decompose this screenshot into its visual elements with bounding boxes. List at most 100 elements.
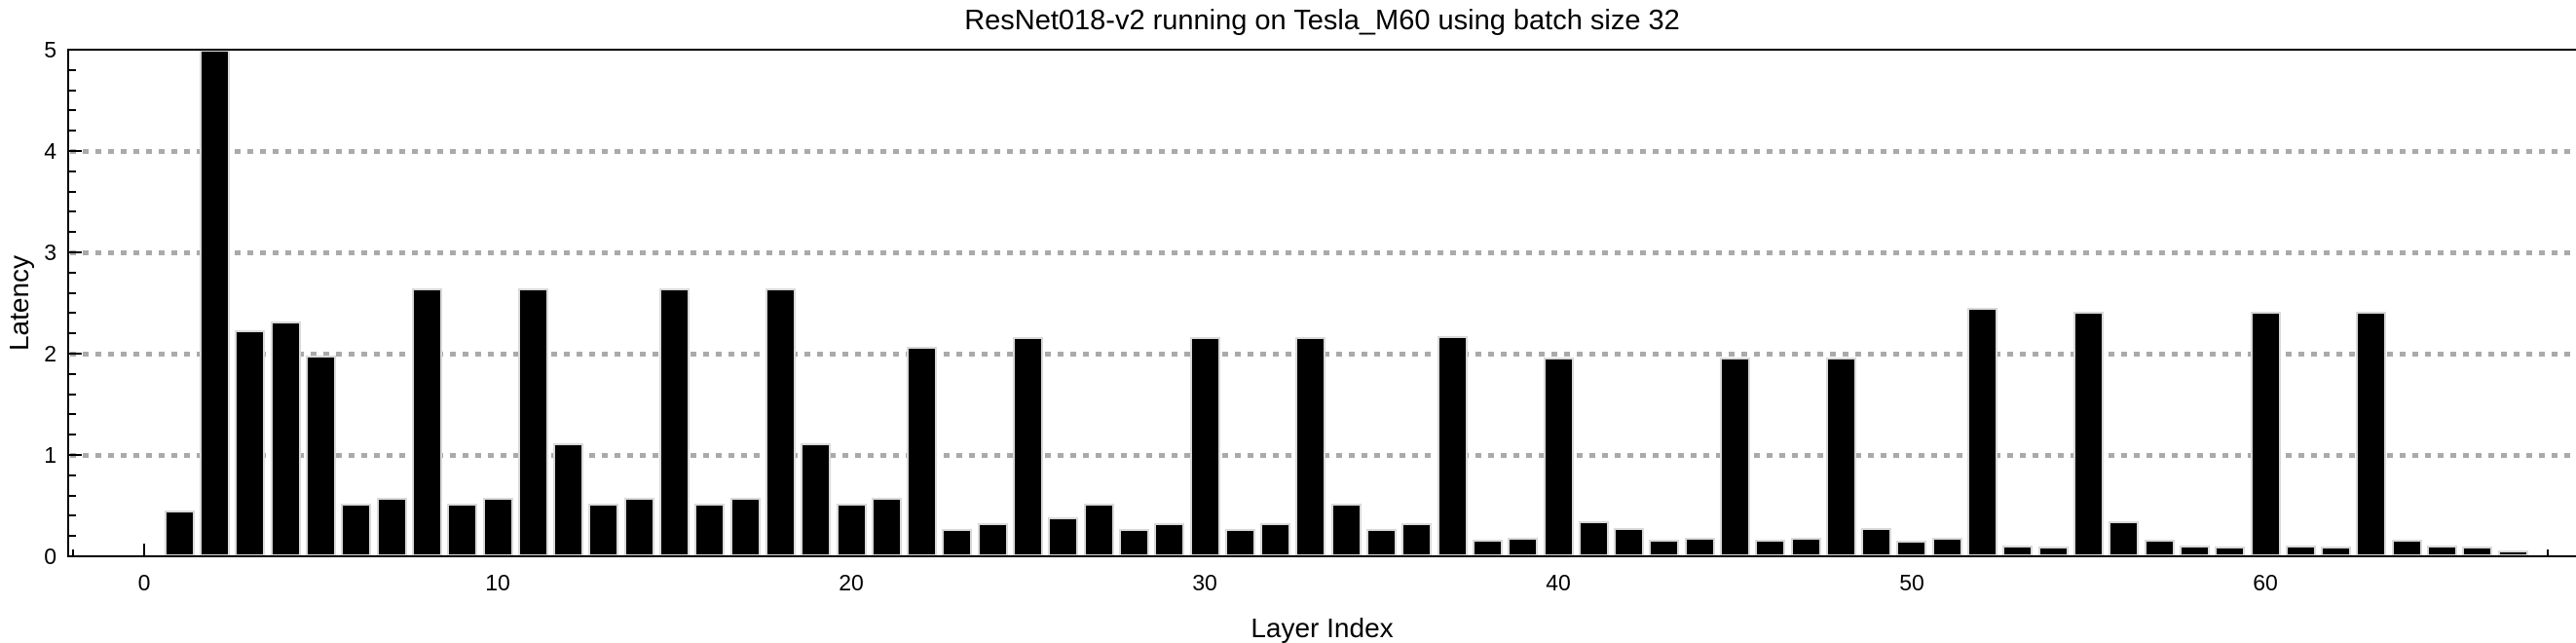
- y-minor-tick: [69, 393, 76, 396]
- y-minor-tick: [69, 332, 76, 335]
- bar-layer-60: [2251, 312, 2281, 556]
- bar-layer-6: [341, 504, 371, 556]
- bar-layer-25: [1013, 337, 1043, 556]
- bar-layer-17: [730, 498, 761, 556]
- y-tick-label-0: 0: [44, 544, 56, 569]
- y-minor-tick: [69, 89, 76, 92]
- y-tick-label-1: 1: [44, 442, 56, 468]
- y-minor-tick: [69, 210, 76, 213]
- bar-layer-27: [1084, 504, 1114, 556]
- bar-layer-52: [1967, 308, 1997, 556]
- plot-frame-left: [67, 49, 69, 557]
- y-minor-tick: [69, 494, 76, 497]
- bar-layer-31: [1225, 529, 1255, 556]
- x-tick-label-20: 20: [839, 570, 864, 595]
- bar-layer-23: [942, 529, 972, 556]
- bar-layer-37: [1437, 336, 1468, 556]
- chart-title: ResNet018-v2 running on Tesla_M60 using …: [964, 5, 1680, 36]
- y-minor-tick: [69, 434, 76, 436]
- bar-layer-12: [553, 443, 583, 556]
- bar-layer-21: [872, 498, 902, 556]
- bar-layer-48: [1826, 358, 1856, 556]
- bar-layer-43: [1649, 540, 1679, 556]
- y-minor-tick: [69, 473, 76, 476]
- y-tick-label-3: 3: [44, 240, 56, 265]
- x-tick-label-40: 40: [1546, 570, 1571, 595]
- bar-layer-16: [694, 504, 725, 556]
- bar-layer-64: [2392, 540, 2422, 556]
- bar-layer-20: [837, 504, 867, 556]
- bar-layer-22: [907, 347, 937, 556]
- bar-layer-2: [200, 50, 230, 556]
- bar-layer-44: [1685, 538, 1715, 556]
- bar-layer-36: [1401, 523, 1432, 556]
- bar-layer-13: [588, 504, 618, 556]
- bar-layer-8: [412, 288, 442, 556]
- bar-layer-47: [1791, 538, 1821, 556]
- bar-layer-57: [2145, 540, 2175, 556]
- plot-frame-top: [67, 49, 2576, 51]
- bar-layer-63: [2356, 312, 2386, 556]
- bar-layer-26: [1048, 517, 1078, 556]
- y-major-tick-2: [69, 353, 82, 355]
- y-minor-tick: [69, 130, 76, 132]
- bar-layer-1: [165, 511, 195, 556]
- bar-layer-11: [518, 288, 548, 556]
- y-major-tick-3: [69, 251, 82, 253]
- bar-layer-45: [1720, 358, 1750, 556]
- x-tick-label-0: 0: [137, 570, 151, 595]
- x-axis-line: [67, 555, 2576, 557]
- x-major-tick-0: [143, 544, 145, 556]
- gridline-y-4: [70, 149, 2576, 154]
- bar-layer-51: [1932, 538, 1962, 556]
- bar-layer-5: [306, 356, 336, 556]
- y-tick-label-4: 4: [44, 138, 56, 164]
- y-minor-tick: [69, 514, 76, 517]
- y-axis-label: Latency: [4, 254, 34, 352]
- bar-layer-50: [1896, 541, 1926, 556]
- y-minor-tick: [69, 68, 76, 71]
- bar-layer-40: [1544, 358, 1574, 556]
- bar-layer-30: [1190, 337, 1220, 556]
- bar-layer-4: [271, 322, 301, 556]
- y-minor-tick: [69, 413, 76, 416]
- bar-layer-46: [1755, 540, 1785, 556]
- x-tick-label-30: 30: [1192, 570, 1217, 595]
- bar-layer-18: [765, 288, 796, 556]
- bar-layer-55: [2073, 312, 2104, 556]
- bar-layer-34: [1331, 504, 1362, 556]
- bar-layer-39: [1508, 538, 1538, 556]
- bar-layer-15: [659, 288, 690, 556]
- y-major-tick-4: [69, 150, 82, 152]
- x-minor-tick--2: [72, 549, 75, 556]
- bar-layer-33: [1295, 337, 1325, 556]
- y-major-tick-1: [69, 454, 82, 456]
- bar-layer-7: [377, 498, 407, 556]
- gridline-y-3: [70, 250, 2576, 255]
- bar-layer-56: [2109, 521, 2139, 556]
- x-tick-label-60: 60: [2253, 570, 2278, 595]
- bar-layer-9: [447, 504, 477, 556]
- x-axis-label: Layer Index: [1251, 613, 1394, 643]
- y-minor-tick: [69, 312, 76, 315]
- y-minor-tick: [69, 190, 76, 193]
- y-tick-label-2: 2: [44, 341, 56, 366]
- bar-layer-49: [1861, 528, 1891, 556]
- bar-layer-38: [1473, 540, 1503, 556]
- y-minor-tick: [69, 535, 76, 538]
- bar-layer-32: [1260, 523, 1290, 556]
- bar-layer-28: [1119, 529, 1149, 556]
- bar-layer-24: [978, 523, 1008, 556]
- bar-layer-3: [235, 330, 265, 556]
- y-minor-tick: [69, 291, 76, 294]
- y-tick-label-5: 5: [44, 37, 56, 62]
- x-minor-tick-68: [2547, 549, 2550, 556]
- bar-layer-29: [1154, 523, 1184, 556]
- y-minor-tick: [69, 231, 76, 234]
- bar-layer-14: [624, 498, 654, 556]
- x-tick-label-10: 10: [485, 570, 510, 595]
- bar-layer-35: [1366, 529, 1397, 556]
- bar-layer-42: [1614, 528, 1644, 556]
- bar-layer-41: [1579, 521, 1609, 556]
